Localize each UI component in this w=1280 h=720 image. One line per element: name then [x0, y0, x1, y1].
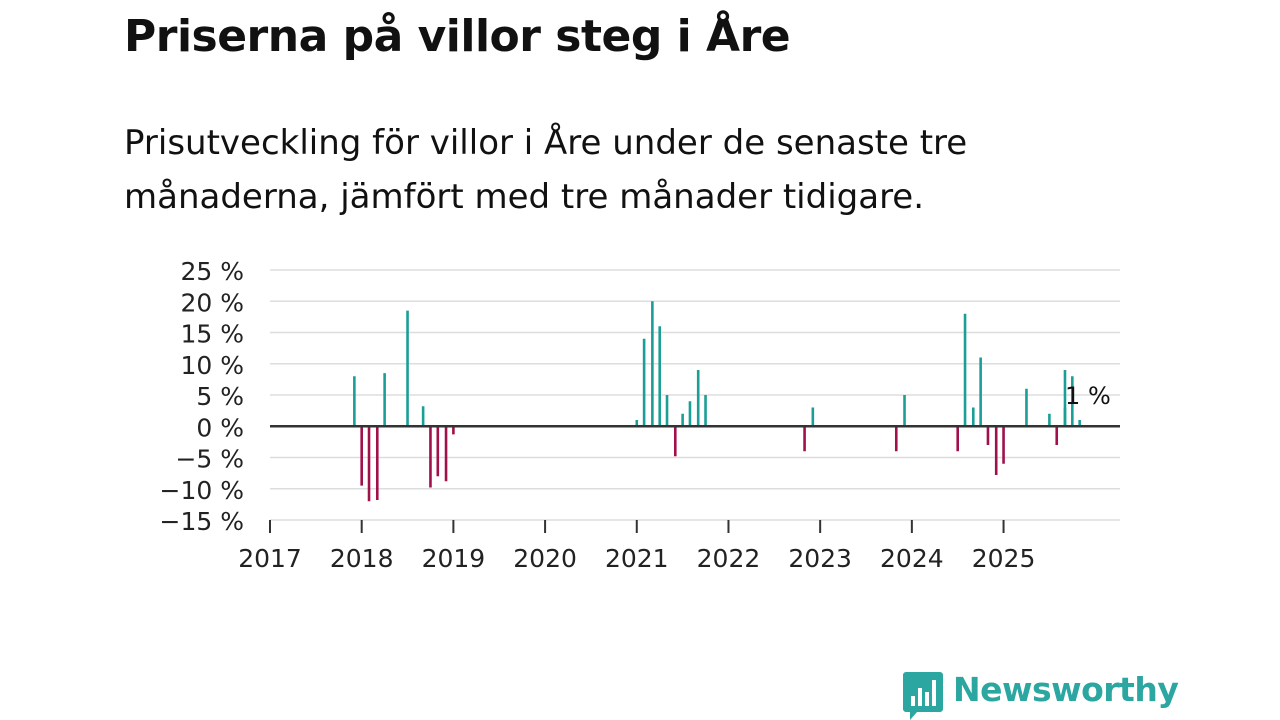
x-tick-label: 2023	[788, 544, 852, 573]
bar-positive	[635, 420, 639, 427]
bar-negative	[894, 426, 898, 452]
chart-title: Priserna på villor steg i Åre	[124, 11, 791, 62]
bar-chart: −15 %−10 %−5 % 0 %5 %10 %15 % 20 %25 % 201…	[160, 257, 1120, 573]
bar-positive	[688, 401, 692, 427]
chart-subtitle: Prisutveckling för villor i Åre under de…	[124, 123, 968, 217]
bar-negative	[452, 426, 455, 435]
bar-positive	[704, 395, 707, 427]
bar-positive	[421, 406, 425, 427]
y-tick-label: 0 %	[196, 413, 244, 442]
brand-logo: Newsworthy	[903, 670, 1179, 720]
bar-positive	[406, 310, 409, 427]
y-tick-label: −5 %	[175, 445, 244, 474]
bar-negative	[1055, 426, 1059, 445]
x-tick-label: 2017	[238, 544, 302, 573]
x-tick-label: 2019	[422, 544, 486, 573]
bars	[353, 301, 1081, 502]
x-tick-label: 2022	[697, 544, 761, 573]
bar-negative	[375, 426, 379, 500]
bar-positive	[963, 313, 967, 427]
bar-negative	[803, 426, 806, 452]
bar-positive	[1071, 376, 1074, 427]
x-tick-label: 2020	[513, 544, 577, 573]
bar-positive	[1063, 370, 1067, 427]
bar-positive	[811, 407, 815, 427]
x-tick-label: 2018	[330, 544, 394, 573]
bar-negative	[367, 426, 371, 502]
bar-negative	[444, 426, 448, 482]
last-value-label: 1 %	[1065, 382, 1111, 410]
bar-positive	[681, 413, 684, 427]
bar-positive	[1078, 420, 1081, 427]
bar-positive	[1048, 413, 1051, 427]
grid-lines	[270, 269, 1120, 521]
bar-negative	[429, 426, 432, 488]
y-tick-label: 5 %	[196, 382, 244, 411]
bar-negative	[360, 426, 363, 486]
bar-positive	[1025, 388, 1028, 427]
bar-positive	[383, 373, 386, 427]
y-tick-label: 25 %	[180, 257, 244, 286]
y-tick-label: 15 %	[180, 320, 244, 349]
x-tick-label: 2024	[880, 544, 944, 573]
x-tick-label: 2025	[972, 544, 1036, 573]
annotations: 1 %	[1065, 382, 1111, 410]
brand-name: Newsworthy	[953, 670, 1179, 709]
bar-negative	[673, 426, 677, 457]
bar-positive	[971, 407, 975, 427]
y-axis-tick-labels: −15 %−10 %−5 % 0 %5 %10 %15 % 20 %25 %	[160, 257, 244, 536]
y-tick-label: −10 %	[160, 476, 244, 505]
x-tick-label: 2021	[605, 544, 669, 573]
bar-positive	[658, 326, 661, 427]
bar-positive	[642, 338, 646, 427]
bar-negative	[986, 426, 990, 445]
bar-negative	[1002, 426, 1005, 464]
bar-negative	[994, 426, 998, 475]
bar-positive	[651, 301, 654, 427]
bar-negative	[436, 426, 440, 477]
bar-positive	[696, 370, 700, 427]
bar-positive	[979, 357, 982, 427]
bar-positive	[353, 376, 356, 427]
bar-positive	[665, 395, 669, 427]
bar-chart-speech-bubble-icon	[903, 672, 943, 720]
y-tick-label: 10 %	[180, 351, 244, 380]
y-tick-label: −15 %	[160, 507, 244, 536]
bar-positive	[903, 395, 906, 427]
y-tick-label: 20 %	[180, 288, 244, 317]
x-axis-ticks: 2017 2018 2019 2020 2021 2022 2023 2024 2025	[238, 520, 1035, 573]
bar-negative	[956, 426, 959, 452]
